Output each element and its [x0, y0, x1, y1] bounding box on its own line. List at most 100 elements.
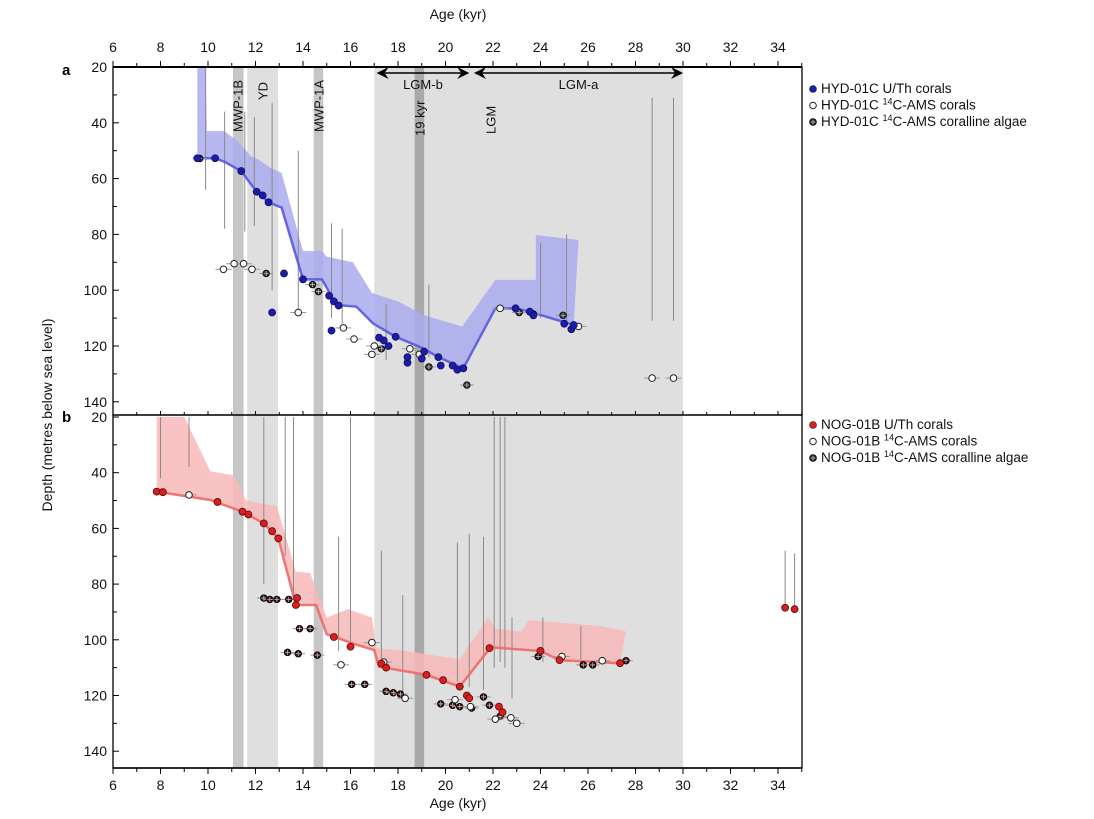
panel-a-label: a — [62, 62, 71, 79]
legend-text: HYD-01C — [821, 114, 883, 129]
algae-point-cross — [314, 652, 320, 658]
x-tick-label-bottom: 12 — [248, 777, 264, 793]
y-tick-label: 60 — [91, 520, 107, 536]
ut-coral-point — [264, 198, 273, 207]
y-tick-label: 120 — [84, 688, 108, 704]
x-tick-label-top: 28 — [628, 39, 644, 55]
sea-level-curve — [197, 156, 575, 370]
x-tick-label-top: 30 — [675, 39, 691, 55]
x-tick-label-top: 32 — [723, 39, 739, 55]
ams-coral-point — [406, 344, 414, 353]
lgm-b-arrow-head-left — [376, 67, 389, 79]
algae-point-cross — [378, 346, 384, 352]
algae-point-cross — [464, 382, 470, 388]
ut-coral-point — [259, 519, 268, 528]
x-tick-label-top: 22 — [485, 39, 501, 55]
ut-coral-point — [334, 301, 343, 310]
ut-coral-point — [420, 347, 429, 356]
algae-point-cross — [397, 691, 403, 697]
x-tick-label-bottom: 30 — [675, 777, 691, 793]
algae-point-cross — [450, 702, 456, 708]
ut-coral-point — [293, 594, 301, 602]
uncertainty-envelope — [197, 67, 579, 369]
algae-point-cross — [481, 694, 486, 700]
x-tick-label-bottom: 10 — [200, 777, 216, 793]
y-tick-label: 20 — [91, 59, 107, 75]
algae-point-cross — [286, 596, 292, 602]
ut-coral-point — [790, 605, 799, 614]
algae-point-cross — [457, 704, 463, 710]
ut-coral-point — [439, 676, 448, 685]
algae-point-cross — [560, 312, 566, 318]
x-tick-label-bottom: 22 — [485, 777, 501, 793]
algae-point-cross — [383, 688, 389, 694]
ams-coral-point — [294, 308, 303, 317]
x-tick-label-top: 26 — [580, 39, 596, 55]
panel-b-label: b — [62, 409, 71, 426]
x-tick-label-bottom: 20 — [438, 777, 454, 793]
legend-superscript: 14 — [883, 97, 893, 107]
y-axis-label: Depth (metres below sea level) — [39, 319, 55, 512]
x-tick-label-top: 34 — [770, 39, 786, 55]
lgm-a-arrow-head-right — [671, 67, 683, 79]
ams-coral-point — [507, 713, 515, 722]
ut-coral-point — [158, 488, 167, 497]
ut-coral-point — [391, 332, 400, 341]
y-tick-label: 140 — [84, 743, 108, 759]
legend-text: C-AMS coralline algae — [894, 450, 1028, 465]
x-tick-label-top: 12 — [248, 39, 264, 55]
legend-superscript: 14 — [883, 113, 893, 123]
x-tick-label-bottom: 16 — [343, 777, 359, 793]
legend-text: C-AMS corals — [894, 434, 978, 449]
label-mwp-1b: MWP-1B — [231, 80, 246, 132]
bottom-axis-label: Age (kyr) — [430, 795, 487, 811]
ams-coral-point — [239, 259, 248, 268]
axes: 2040608010012014020406080100120140668810… — [84, 39, 803, 793]
ams-coral-point — [370, 342, 379, 350]
legend-superscript: 14 — [884, 449, 894, 459]
algae-point-cross — [438, 701, 444, 707]
legend-marker-algae-cross — [810, 455, 816, 461]
x-tick-label-bottom: 28 — [628, 777, 644, 793]
legend-entry: NOG-01B U/Th corals — [821, 417, 953, 432]
ams-coral-point — [669, 374, 678, 382]
y-tick-label: 100 — [84, 282, 108, 298]
ams-coral-point — [648, 374, 656, 382]
algae-point-cross — [349, 681, 355, 687]
algae-point-cross — [362, 681, 368, 687]
x-tick-label-bottom: 24 — [533, 777, 549, 793]
ams-coral-point — [368, 638, 376, 647]
x-tick-label-bottom: 14 — [295, 777, 311, 793]
legend-entry: NOG-01B 14C-AMS corals — [821, 433, 978, 449]
ut-coral-point — [485, 644, 494, 653]
ut-coral-point — [422, 670, 431, 679]
ut-coral-point — [258, 191, 267, 200]
x-tick-label-top: 16 — [343, 39, 359, 55]
ut-coral-point — [569, 321, 578, 329]
ut-coral-point — [346, 642, 355, 651]
ut-coral-point — [555, 656, 564, 665]
y-tick-label: 140 — [84, 394, 108, 410]
ams-coral-point — [219, 265, 228, 274]
legend-marker-algae-cross — [810, 119, 816, 125]
legend-marker-open — [809, 437, 817, 446]
x-tick-label-bottom: 26 — [580, 777, 596, 793]
ut-coral-point — [455, 682, 464, 691]
algae-point-cross — [390, 690, 396, 696]
ams-coral-point — [248, 265, 256, 274]
ams-coral-point — [337, 661, 345, 669]
legend-text: NOG-01B — [821, 450, 884, 465]
algae-point-cross — [590, 662, 596, 668]
ut-coral-point — [459, 364, 468, 373]
ams-coral-point — [491, 715, 500, 723]
ams-coral-point — [451, 695, 459, 704]
ut-coral-point — [511, 304, 520, 313]
x-tick-label-bottom: 34 — [770, 777, 786, 793]
ams-coral-point — [512, 719, 521, 728]
top-axis-label: Age (kyr) — [430, 6, 487, 22]
algae-point-cross — [263, 270, 269, 276]
algae-point-cross — [516, 310, 522, 316]
y-tick-label: 80 — [91, 576, 107, 592]
algae-point-cross — [426, 364, 432, 370]
